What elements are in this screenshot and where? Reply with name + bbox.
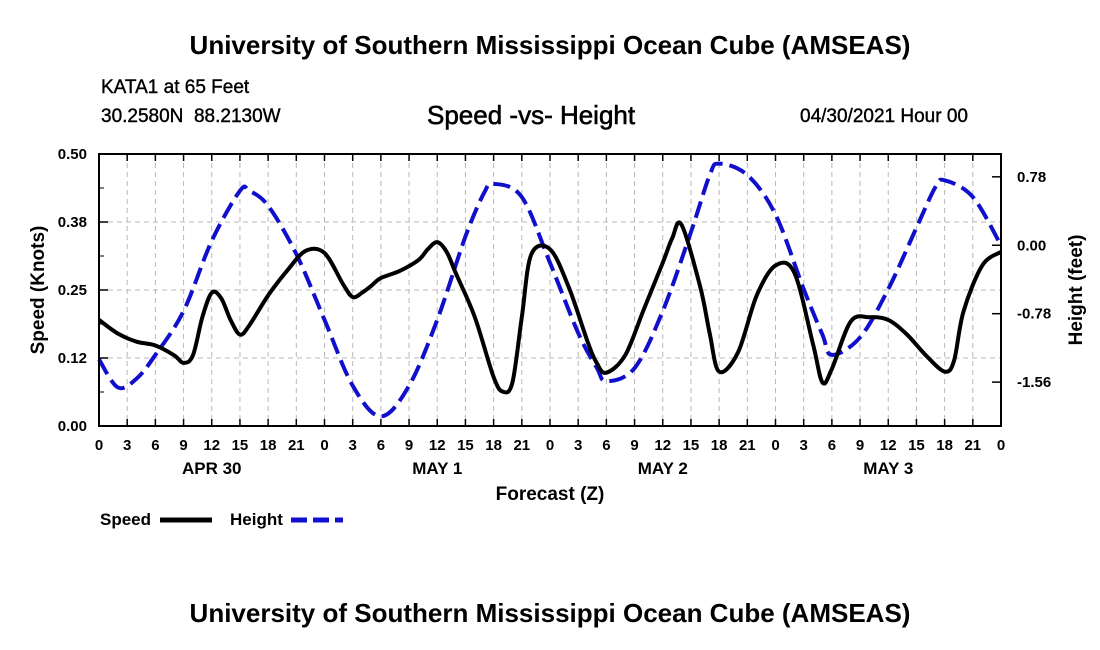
x-tick-label: 21 [288,437,305,454]
y-tick-label: 0.50 [58,146,87,163]
day-label: APR 30 [182,459,242,478]
station-name: KATA1 at 65 Feet [101,77,250,98]
x-tick-label: 9 [630,437,638,454]
x-tick-label: 18 [936,437,953,454]
x-tick-label: 0 [95,437,103,454]
page-title: University of Southern Mississippi Ocean… [189,30,911,60]
x-tick-label: 3 [574,437,582,454]
x-tick-label: 9 [405,437,413,454]
day-label: MAY 3 [863,459,913,478]
x-tick-label: 21 [513,437,530,454]
day-label: MAY 2 [638,459,688,478]
y2-tick-label: -1.56 [1017,374,1051,391]
station-longitude: 88.2130W [193,106,281,127]
series-line-height [97,161,1003,419]
x-tick-label: 6 [377,437,385,454]
legend-label-speed: Speed [100,510,151,529]
y-tick-label: 0.38 [58,214,87,231]
x-tick-label: 12 [880,437,897,454]
x-tick-label: 15 [908,437,925,454]
x-tick-label: 3 [123,437,131,454]
station-latitude: 30.2580N [101,106,184,127]
legend-label-height: Height [230,510,283,529]
station-coordinates: 30.2580N 88.2130W [101,106,281,128]
x-tick-label: 0 [771,437,779,454]
y2-axis-label: Height (feet) [1066,235,1087,346]
chart-title: Speed -vs- Height [427,100,636,131]
x-tick-label: 6 [151,437,159,454]
legend: Speed Height [100,510,343,529]
y2-tick-label: 0.78 [1017,169,1046,186]
x-axis-label: Forecast (Z) [496,484,605,505]
day-label: MAY 1 [412,459,462,478]
x-tick-label: 3 [349,437,357,454]
x-tick-label: 15 [457,437,474,454]
x-tick-label: 12 [203,437,220,454]
x-tick-label: 18 [260,437,277,454]
x-tick-label: 15 [683,437,700,454]
chart-series [97,161,1003,419]
x-tick-label: 6 [828,437,836,454]
x-tick-label: 21 [739,437,756,454]
y2-tick-label: 0.00 [1017,237,1046,254]
series-line-speed [97,220,1003,395]
x-tick-label: 0 [320,437,328,454]
y2-tick-label: -0.78 [1017,306,1051,323]
x-tick-label: 18 [485,437,502,454]
x-tick-label: 15 [232,437,249,454]
x-tick-label: 9 [179,437,187,454]
forecast-run-time: 04/30/2021 Hour 00 [800,106,968,127]
y-tick-label: 0.12 [58,350,87,367]
chart-axes: 0 3 6 9 12 15 18 21 0 3 6 9 12 15 18 21 0 3 6 9 12 15 18 21 0 3 6 9… [58,146,1051,478]
x-tick-label: 6 [602,437,610,454]
x-tick-label: 0 [997,437,1005,454]
y-tick-label: 0.25 [58,282,87,299]
footer-title: University of Southern Mississippi Ocean… [189,598,911,628]
x-tick-label: 9 [856,437,864,454]
x-tick-label: 12 [654,437,671,454]
y-axis-label: Speed (Knots) [28,226,49,355]
x-tick-label: 12 [429,437,446,454]
x-tick-label: 21 [964,437,981,454]
x-tick-label: 0 [546,437,554,454]
x-tick-label: 18 [711,437,728,454]
chart-grid [99,154,1001,426]
x-tick-label: 3 [800,437,808,454]
y-tick-label: 0.00 [58,418,87,435]
